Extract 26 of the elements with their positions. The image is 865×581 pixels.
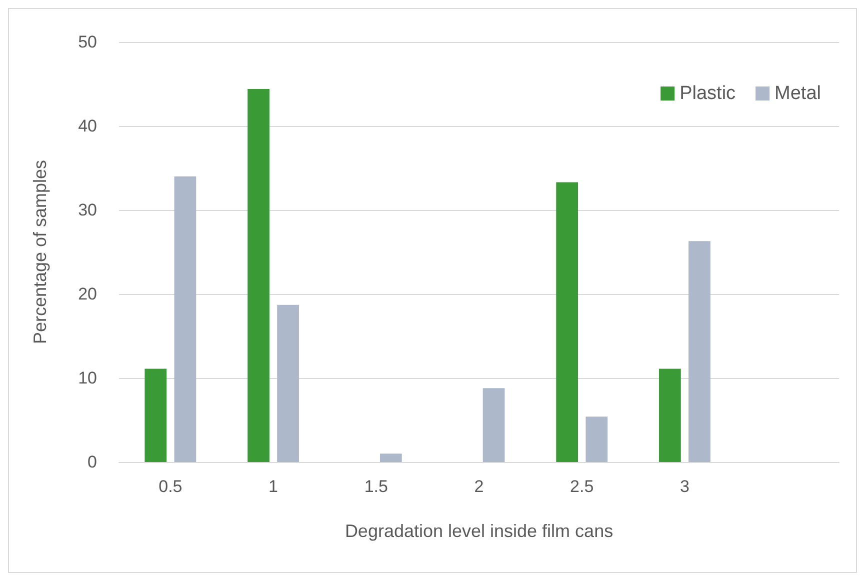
bar bbox=[248, 89, 270, 462]
x-tick-label: 3 bbox=[680, 477, 690, 496]
x-tick-label: 2.5 bbox=[570, 477, 594, 496]
x-tick-label: 1 bbox=[268, 477, 278, 496]
x-tick-label: 2 bbox=[474, 477, 484, 496]
bar bbox=[482, 388, 505, 462]
bar bbox=[380, 454, 402, 462]
x-axis-title: Degradation level inside film cans bbox=[344, 521, 614, 541]
bar bbox=[174, 176, 196, 462]
y-tick-label: 20 bbox=[78, 284, 97, 304]
bar bbox=[556, 182, 578, 462]
y-tick-label: 40 bbox=[78, 116, 97, 136]
bar bbox=[277, 304, 299, 462]
y-axis-title: Percentage of samples bbox=[30, 160, 50, 344]
legend-label: Metal bbox=[774, 83, 822, 104]
bar bbox=[688, 241, 710, 462]
x-tick-label: 1.5 bbox=[364, 477, 388, 496]
bar bbox=[144, 368, 167, 462]
legend-label: Plastic bbox=[680, 83, 736, 104]
bar bbox=[659, 368, 681, 462]
y-tick-label: 10 bbox=[78, 368, 97, 388]
bar bbox=[586, 416, 608, 462]
x-tick-label: 0.5 bbox=[158, 477, 182, 496]
y-tick-label: 0 bbox=[88, 452, 97, 472]
y-tick-label: 30 bbox=[78, 200, 97, 220]
y-tick-label: 50 bbox=[78, 32, 97, 52]
